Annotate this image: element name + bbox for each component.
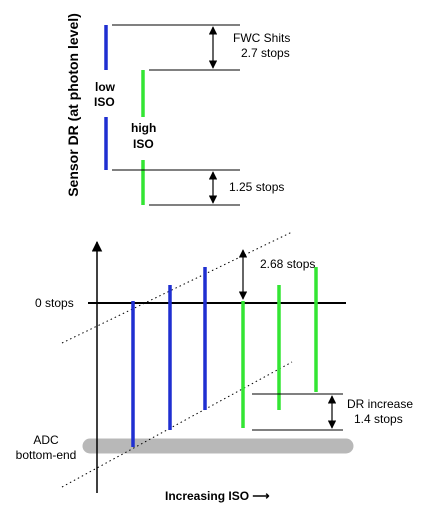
sensor-dr-axis-label: Sensor DR (at photon level) [65,13,81,197]
lower-trend-line [61,361,293,488]
upper-trend-line [61,231,293,344]
dr-increase-label-line1: DR increase [347,397,413,411]
top-shift-label: 2.68 stops [260,257,315,271]
adc-label-line1: ADC [33,433,59,447]
low-iso-label-line1: low [95,80,116,94]
zero-stops-label: 0 stops [35,296,74,310]
adc-label-line2: bottom-end [16,448,77,462]
fwc-shift-label-line2: 2.7 stops [241,46,290,60]
low-iso-label-line2: ISO [94,95,115,109]
fwc-shift-label-line1: FWC Shits [233,31,290,45]
x-axis-label: Increasing ISO ⟶ [165,489,270,503]
high-iso-label-line2: ISO [133,137,154,151]
dr-increase-label-line2: 1.4 stops [354,412,403,426]
high-iso-label-line1: high [131,121,156,135]
floor-shift-label: 1.25 stops [229,180,284,194]
